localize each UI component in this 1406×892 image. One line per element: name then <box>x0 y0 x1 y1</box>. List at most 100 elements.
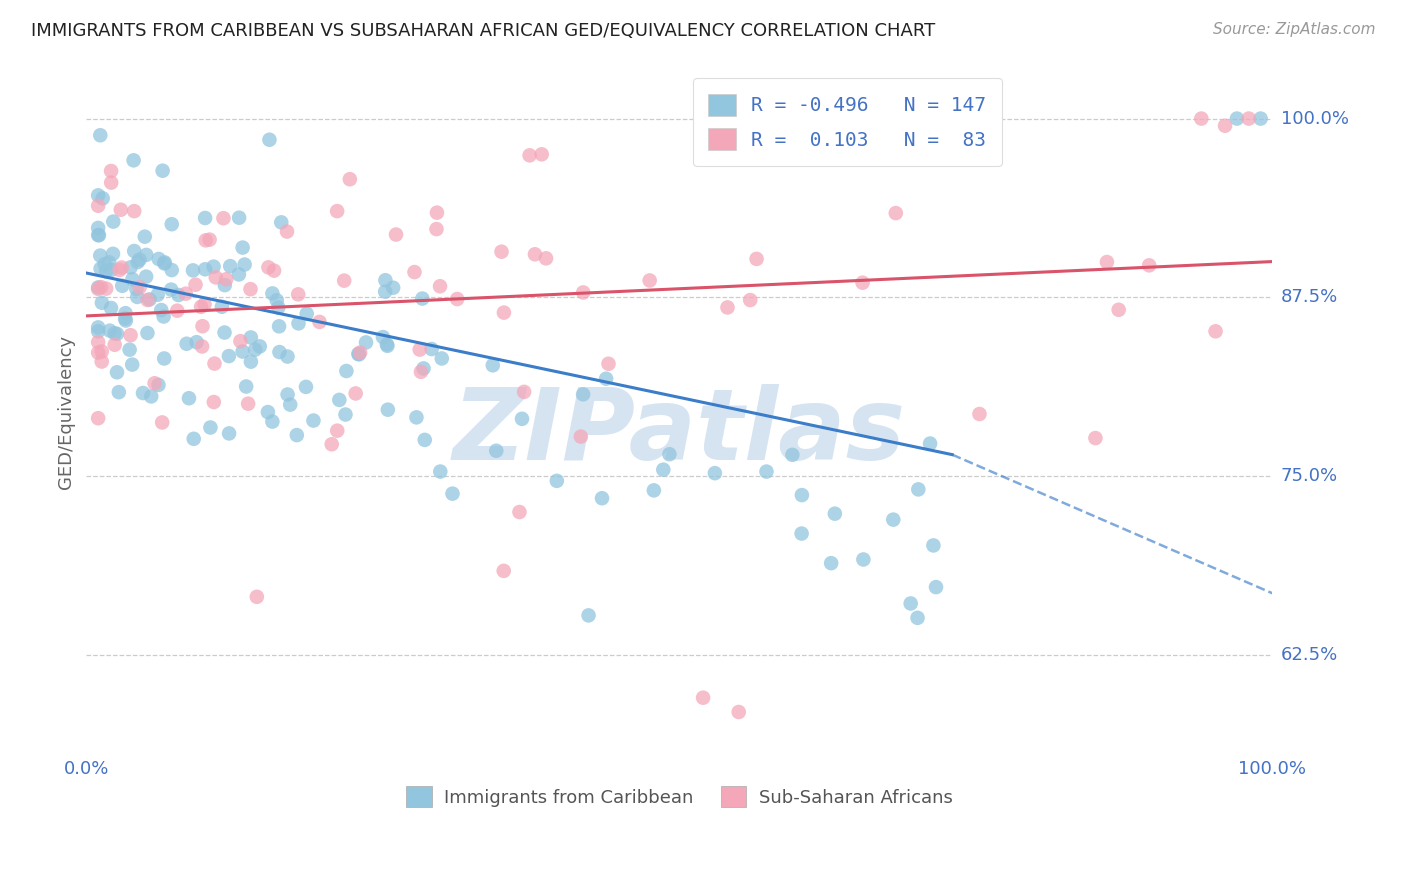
Point <box>922 538 945 552</box>
Point <box>413 433 436 447</box>
Point <box>485 443 508 458</box>
Point <box>98 324 121 338</box>
Point <box>94 282 117 296</box>
Point <box>339 172 361 186</box>
Point <box>232 241 254 255</box>
Point <box>925 580 948 594</box>
Point <box>150 303 173 318</box>
Point <box>425 222 447 236</box>
Point <box>302 413 325 427</box>
Point <box>907 611 929 625</box>
Point <box>249 339 271 353</box>
Point <box>160 217 183 231</box>
Point <box>143 376 166 391</box>
Point <box>202 260 225 274</box>
Point <box>198 233 221 247</box>
Point <box>87 320 110 334</box>
Point <box>1095 255 1118 269</box>
Point <box>108 385 131 400</box>
Point <box>643 483 665 498</box>
Point <box>135 248 157 262</box>
Point <box>262 286 284 301</box>
Point <box>257 260 280 275</box>
Point <box>257 405 280 419</box>
Point <box>1189 112 1212 126</box>
Point <box>530 147 553 161</box>
Point <box>546 474 568 488</box>
Point <box>218 426 240 441</box>
Point <box>411 292 433 306</box>
Point <box>900 597 922 611</box>
Point <box>87 188 110 202</box>
Point <box>194 233 217 247</box>
Point <box>375 337 398 351</box>
Point <box>94 264 117 278</box>
Point <box>326 424 349 438</box>
Point <box>308 315 330 329</box>
Point <box>87 282 110 296</box>
Point <box>884 206 907 220</box>
Point <box>1205 324 1227 338</box>
Point <box>204 357 226 371</box>
Point <box>87 335 110 350</box>
Point <box>128 252 150 267</box>
Point <box>105 326 128 341</box>
Point <box>128 280 150 294</box>
Point <box>111 278 134 293</box>
Point <box>174 286 197 301</box>
Point <box>852 552 875 566</box>
Point <box>212 211 235 226</box>
Point <box>148 378 170 392</box>
Point <box>91 191 114 205</box>
Point <box>523 247 546 261</box>
Point <box>790 488 813 502</box>
Point <box>1226 112 1249 126</box>
Point <box>1084 431 1107 445</box>
Point <box>176 336 198 351</box>
Point <box>277 387 299 401</box>
Point <box>87 199 110 213</box>
Point <box>1237 112 1260 126</box>
Point <box>103 326 125 341</box>
Point <box>492 564 515 578</box>
Point <box>335 408 357 422</box>
Point <box>214 326 236 340</box>
Point <box>262 415 284 429</box>
Point <box>429 465 451 479</box>
Text: 62.5%: 62.5% <box>1281 646 1339 664</box>
Point <box>121 358 143 372</box>
Point <box>110 202 132 217</box>
Point <box>215 272 238 286</box>
Point <box>90 295 112 310</box>
Point <box>347 347 370 361</box>
Point <box>105 365 128 379</box>
Point <box>335 364 357 378</box>
Point <box>190 300 212 314</box>
Point <box>202 395 225 409</box>
Point <box>150 416 173 430</box>
Point <box>89 249 111 263</box>
Point <box>90 344 112 359</box>
Point <box>184 277 207 292</box>
Point <box>354 335 377 350</box>
Point <box>153 255 176 269</box>
Point <box>141 389 163 403</box>
Point <box>115 313 138 327</box>
Point <box>727 705 749 719</box>
Point <box>214 278 236 293</box>
Point <box>409 343 432 357</box>
Point <box>87 345 110 359</box>
Point <box>907 483 929 497</box>
Point <box>1250 112 1272 126</box>
Point <box>519 148 541 162</box>
Point <box>152 310 174 324</box>
Point <box>534 252 557 266</box>
Point <box>100 176 122 190</box>
Point <box>374 273 396 287</box>
Point <box>101 247 124 261</box>
Point <box>385 227 408 242</box>
Point <box>239 282 262 296</box>
Point <box>578 608 600 623</box>
Point <box>204 270 226 285</box>
Point <box>269 345 291 359</box>
